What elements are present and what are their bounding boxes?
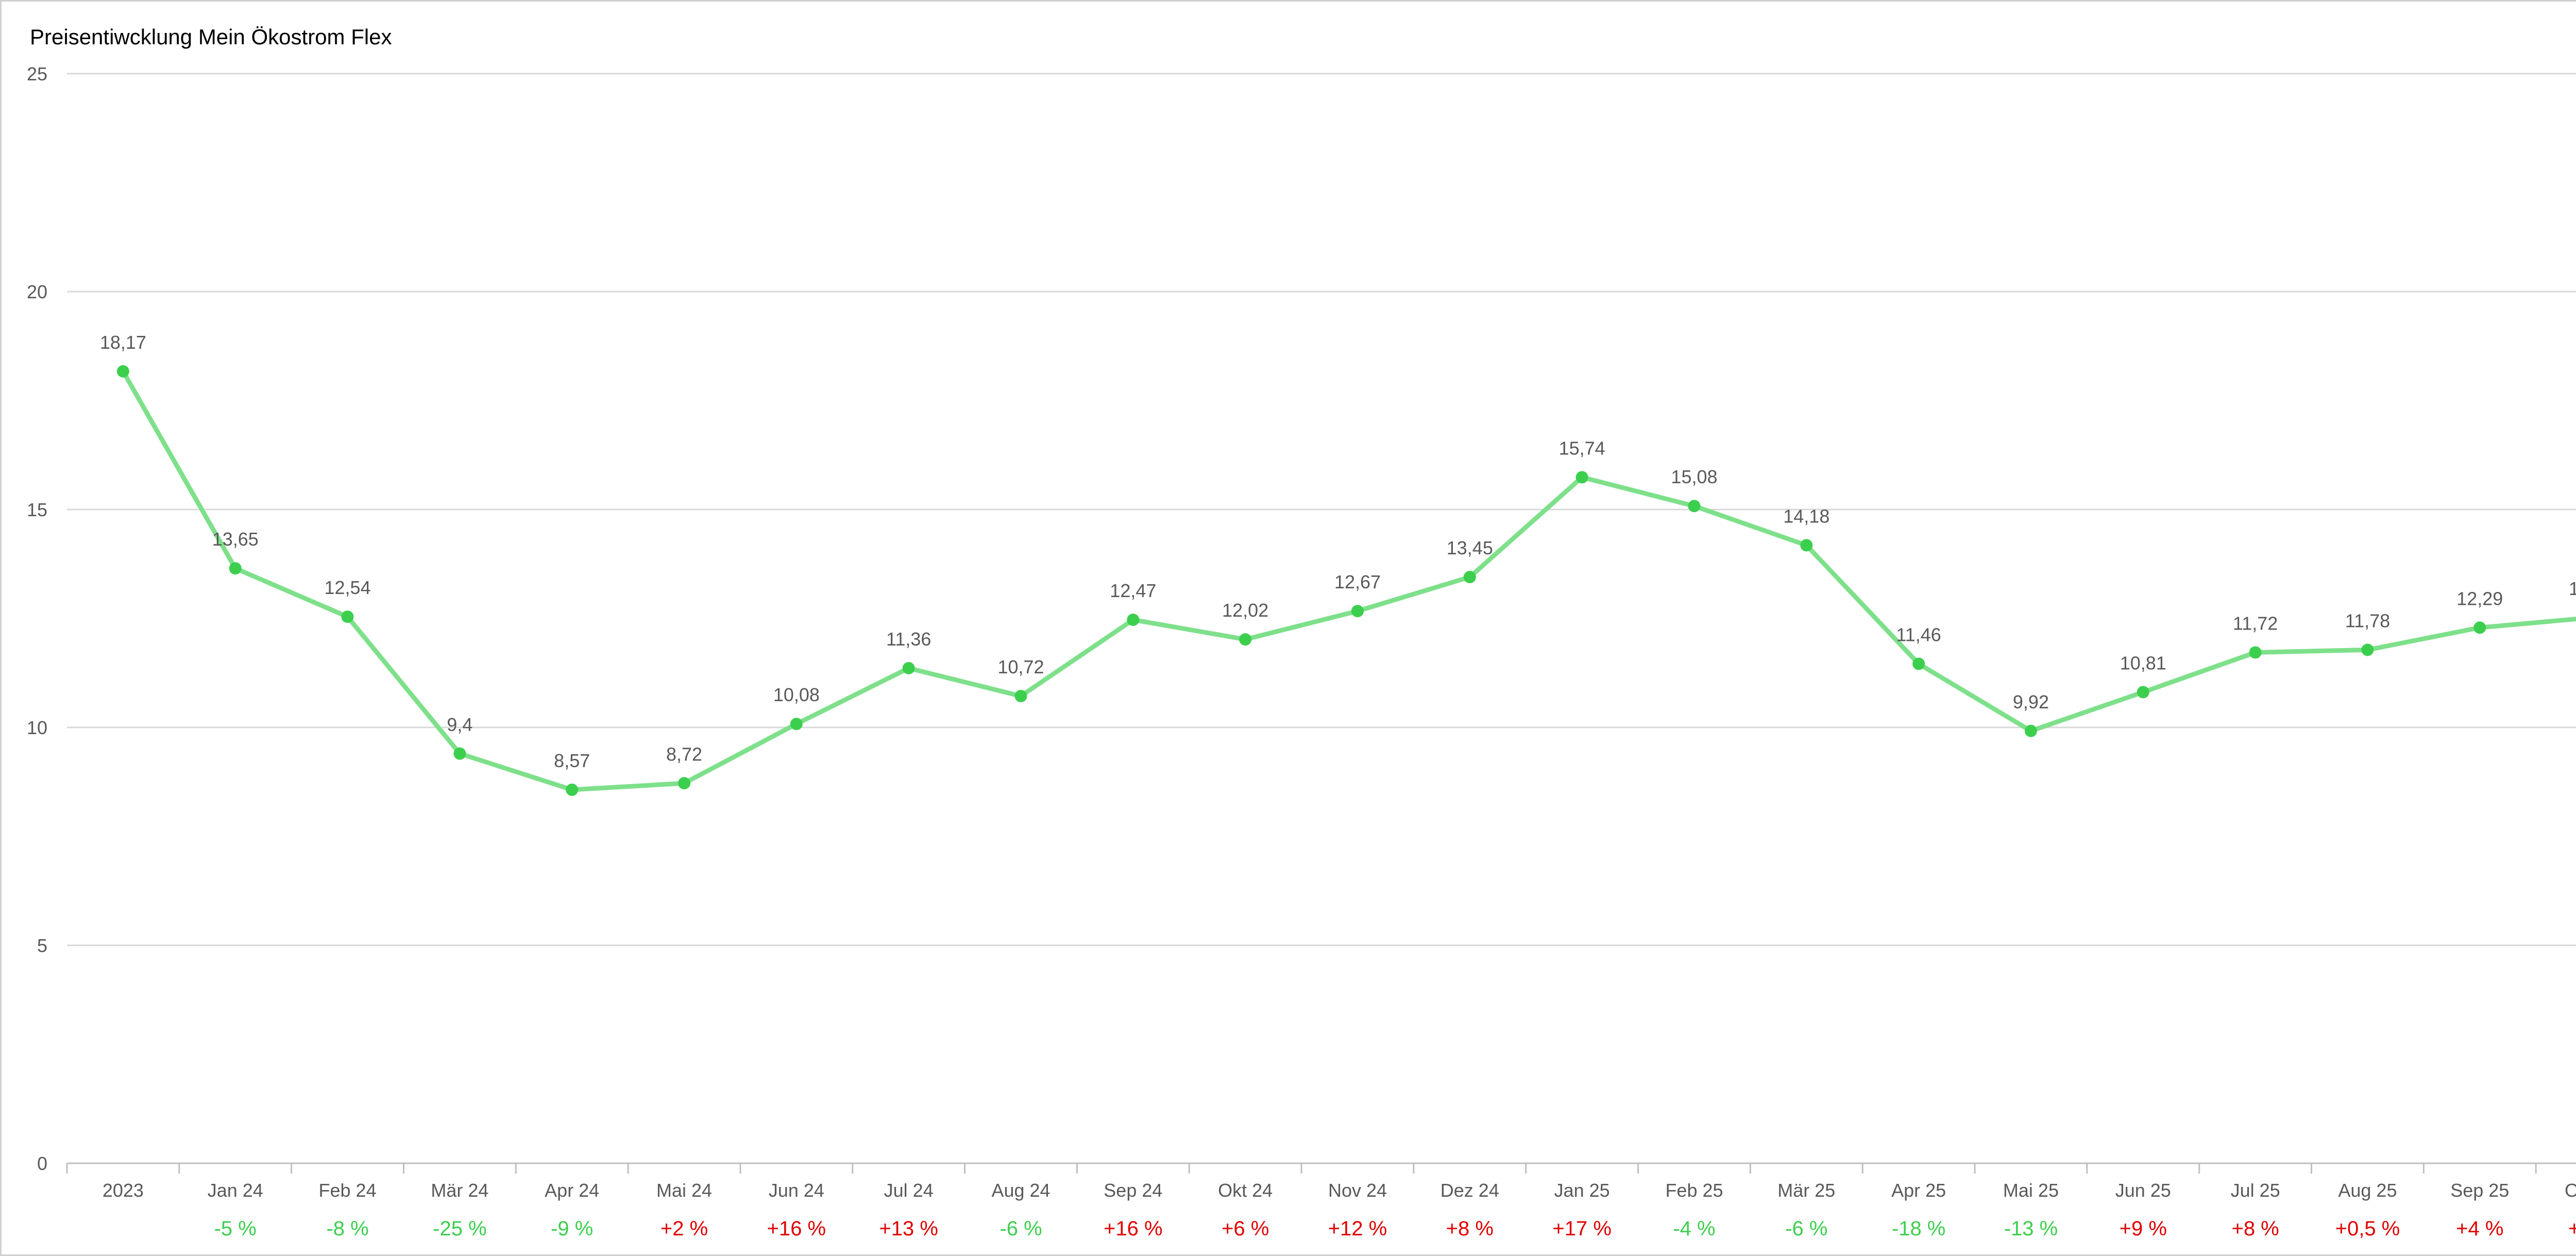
data-label: 14,18 bbox=[1783, 505, 1829, 527]
x-tick-label: Okt 24 bbox=[1218, 1180, 1273, 1201]
data-label: 13,65 bbox=[212, 529, 259, 550]
data-label: 10,72 bbox=[997, 656, 1044, 677]
data-label: 12,54 bbox=[325, 577, 371, 598]
data-label: 12,29 bbox=[2456, 588, 2503, 609]
data-point bbox=[1688, 500, 1701, 513]
change-label: +13 % bbox=[879, 1217, 938, 1240]
x-tick-label: Feb 25 bbox=[1665, 1180, 1723, 1201]
x-tick-label: Dez 24 bbox=[1440, 1180, 1499, 1201]
data-point bbox=[2473, 621, 2486, 634]
data-label: 12,52 bbox=[2569, 578, 2576, 599]
data-label: 18,17 bbox=[100, 332, 146, 353]
x-tick-label: Okt 25 bbox=[2565, 1180, 2576, 1201]
data-label: 11,72 bbox=[2233, 613, 2278, 634]
y-tick-label: 5 bbox=[37, 935, 47, 956]
x-tick-label: Nov 24 bbox=[1328, 1180, 1387, 1201]
data-label: 12,67 bbox=[1334, 571, 1381, 592]
data-label: 11,36 bbox=[886, 629, 931, 650]
y-tick-label: 25 bbox=[27, 63, 47, 84]
change-label: +6 % bbox=[1222, 1217, 1269, 1240]
data-label: 8,72 bbox=[666, 743, 702, 765]
x-tick-label: Feb 24 bbox=[319, 1180, 377, 1201]
data-label: 11,46 bbox=[1896, 624, 1941, 645]
data-point bbox=[116, 365, 129, 378]
change-label: -6 % bbox=[999, 1217, 1042, 1240]
x-tick-label: Jun 24 bbox=[769, 1180, 824, 1201]
data-label: 12,02 bbox=[1222, 600, 1268, 621]
data-point bbox=[678, 777, 691, 790]
x-tick-label: Apr 24 bbox=[545, 1180, 599, 1201]
change-label: +16 % bbox=[1104, 1217, 1163, 1240]
data-label: 8,57 bbox=[554, 750, 590, 771]
change-label: +12 % bbox=[1328, 1217, 1387, 1240]
change-label: +0,5 % bbox=[2335, 1217, 2400, 1240]
x-tick-label: Jul 25 bbox=[2231, 1180, 2280, 1201]
data-point bbox=[2137, 686, 2149, 699]
change-label: +8 % bbox=[1446, 1217, 1494, 1240]
x-tick-label: 2023 bbox=[103, 1180, 144, 1201]
change-label: +8 % bbox=[2231, 1217, 2279, 1240]
change-label: +16 % bbox=[767, 1217, 826, 1240]
x-tick-label: Mär 25 bbox=[1777, 1180, 1835, 1201]
data-point bbox=[902, 661, 915, 674]
change-label: -8 % bbox=[326, 1217, 368, 1240]
change-label: -9 % bbox=[551, 1217, 593, 1240]
data-point bbox=[453, 747, 466, 760]
change-label: +2 % bbox=[660, 1217, 708, 1240]
data-label: 11,78 bbox=[2345, 610, 2390, 631]
data-point bbox=[341, 610, 354, 623]
change-label: -25 % bbox=[433, 1217, 487, 1240]
data-point bbox=[1575, 471, 1588, 484]
change-label: -13 % bbox=[2004, 1217, 2058, 1240]
x-tick-label: Jul 24 bbox=[884, 1180, 934, 1201]
change-label: -4 % bbox=[1673, 1217, 1715, 1240]
x-tick-label: Sep 24 bbox=[1104, 1180, 1162, 1201]
x-tick-label: Jan 25 bbox=[1554, 1180, 1610, 1201]
data-point bbox=[1912, 657, 1925, 670]
y-tick-label: 20 bbox=[27, 281, 47, 302]
data-point bbox=[2024, 724, 2037, 737]
x-tick-label: Mai 24 bbox=[656, 1180, 712, 1201]
data-label: 10,81 bbox=[2120, 652, 2166, 673]
data-point bbox=[1127, 614, 1140, 626]
x-tick-label: Mär 24 bbox=[431, 1180, 488, 1201]
data-label: 13,45 bbox=[1447, 537, 1493, 558]
x-tick-label: Apr 25 bbox=[1891, 1180, 1946, 1201]
x-tick-label: Sep 25 bbox=[2450, 1180, 2509, 1201]
data-point bbox=[229, 562, 242, 575]
change-label: +4 % bbox=[2456, 1217, 2503, 1240]
data-point bbox=[2361, 643, 2374, 656]
change-label: +2 % bbox=[2568, 1217, 2576, 1240]
data-point bbox=[1351, 605, 1364, 618]
data-label: 10,08 bbox=[773, 684, 820, 705]
change-label: -18 % bbox=[1892, 1217, 1946, 1240]
x-tick-label: Jun 25 bbox=[2115, 1180, 2171, 1201]
data-point bbox=[1239, 633, 1252, 646]
change-label: -5 % bbox=[214, 1217, 257, 1240]
data-label: 9,92 bbox=[2013, 691, 2049, 712]
change-label: +17 % bbox=[1552, 1217, 1612, 1240]
data-point bbox=[790, 718, 803, 731]
x-tick-label: Jan 24 bbox=[208, 1180, 263, 1201]
data-label: 15,08 bbox=[1671, 466, 1717, 487]
data-label: 9,4 bbox=[447, 714, 472, 735]
data-point bbox=[1463, 571, 1476, 584]
y-tick-label: 15 bbox=[27, 499, 47, 520]
x-tick-label: Mai 25 bbox=[2003, 1180, 2059, 1201]
y-tick-label: 0 bbox=[37, 1153, 47, 1174]
x-tick-label: Aug 24 bbox=[991, 1180, 1050, 1201]
data-point bbox=[566, 783, 579, 796]
chart-title: Preisentiwcklung Mein Ökostrom Flex bbox=[30, 25, 392, 49]
change-label: +9 % bbox=[2120, 1217, 2167, 1240]
data-label: 15,74 bbox=[1559, 437, 1605, 459]
data-point bbox=[1014, 690, 1027, 703]
data-point bbox=[2249, 646, 2262, 659]
change-label: -6 % bbox=[1785, 1217, 1827, 1240]
data-point bbox=[1800, 539, 1813, 552]
y-tick-label: 10 bbox=[27, 717, 47, 738]
x-tick-label: Aug 25 bbox=[2338, 1180, 2397, 1201]
data-label: 12,47 bbox=[1110, 580, 1156, 601]
